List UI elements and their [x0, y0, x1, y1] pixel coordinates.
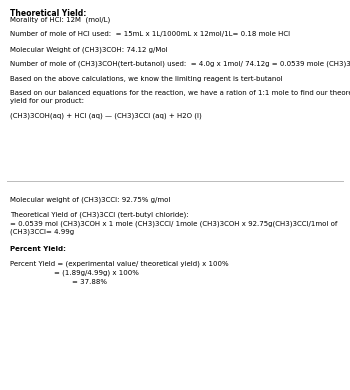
Text: Based on our balanced equations for the reaction, we have a ration of 1:1 mole t: Based on our balanced equations for the …	[10, 90, 350, 96]
Text: Number of mole of (CH3)3COH(tert-butanol) used:  = 4.0g x 1mol/ 74.12g = 0.0539 : Number of mole of (CH3)3COH(tert-butanol…	[10, 61, 350, 67]
Text: Theoretical Yield:: Theoretical Yield:	[10, 9, 86, 18]
Text: Percent Yield = (experimental value/ theoretical yield) x 100%: Percent Yield = (experimental value/ the…	[10, 261, 229, 267]
Text: = (1.89g/4.99g) x 100%: = (1.89g/4.99g) x 100%	[54, 270, 139, 277]
Text: Theoretical Yield of (CH3)3CCl (tert-butyl chloride):: Theoretical Yield of (CH3)3CCl (tert-but…	[10, 211, 188, 218]
Text: Number of mole of HCl used:  = 15mL x 1L/1000mL x 12mol/1L= 0.18 mole HCl: Number of mole of HCl used: = 15mL x 1L/…	[10, 31, 290, 37]
Text: Percent Yield:: Percent Yield:	[10, 246, 66, 252]
Text: yield for our product:: yield for our product:	[10, 98, 84, 103]
Text: = 37.88%: = 37.88%	[72, 279, 107, 285]
Text: Based on the above calculations, we know the limiting reagent is tert-butanol: Based on the above calculations, we know…	[10, 76, 282, 82]
Text: = 0.0539 mol (CH3)3COH x 1 mole (CH3)3CCl/ 1mole (CH3)3COH x 92.75g(CH3)3CCl/1mo: = 0.0539 mol (CH3)3COH x 1 mole (CH3)3CC…	[10, 220, 337, 227]
Text: Molecular weight of (CH3)3CCl: 92.75% g/mol: Molecular weight of (CH3)3CCl: 92.75% g/…	[10, 197, 170, 203]
Text: (CH3)3CCl= 4.99g: (CH3)3CCl= 4.99g	[10, 228, 74, 235]
Text: Molecular Weight of (CH3)3COH: 74.12 g/Mol: Molecular Weight of (CH3)3COH: 74.12 g/M…	[10, 46, 167, 53]
Text: (CH3)3COH(aq) + HCl (aq) — (CH3)3CCl (aq) + H2O (l): (CH3)3COH(aq) + HCl (aq) — (CH3)3CCl (aq…	[10, 112, 202, 119]
Text: Morality of HCl: 12M  (mol/L): Morality of HCl: 12M (mol/L)	[10, 16, 110, 23]
